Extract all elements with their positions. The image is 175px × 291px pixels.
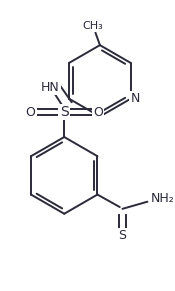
Text: N: N [131, 92, 140, 105]
Text: S: S [60, 105, 69, 119]
Text: CH₃: CH₃ [82, 20, 103, 31]
Text: NH₂: NH₂ [151, 192, 175, 205]
Text: O: O [25, 106, 35, 118]
Text: O: O [93, 106, 103, 118]
Text: HN: HN [41, 81, 59, 94]
Text: S: S [118, 229, 126, 242]
